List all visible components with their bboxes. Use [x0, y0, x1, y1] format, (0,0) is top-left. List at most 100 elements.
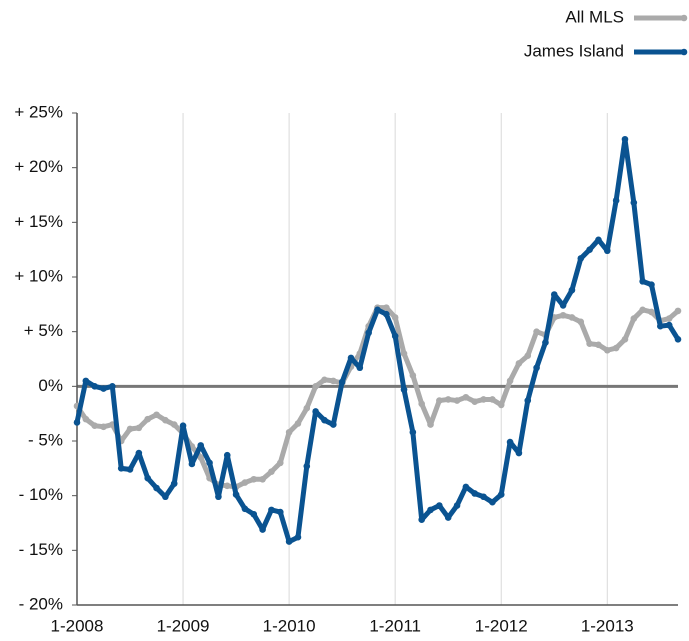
data-point	[462, 483, 470, 491]
data-point	[170, 421, 178, 428]
data-point	[400, 350, 408, 357]
data-point	[117, 465, 125, 472]
data-point	[630, 315, 638, 322]
data-point	[639, 278, 646, 285]
data-point	[621, 135, 629, 143]
data-point	[577, 318, 585, 326]
data-point	[657, 322, 664, 330]
data-point	[153, 411, 160, 419]
data-point	[603, 247, 611, 255]
data-point	[462, 393, 470, 401]
data-point	[665, 315, 673, 322]
data-point	[524, 397, 532, 404]
data-point	[453, 397, 461, 404]
data-point	[321, 416, 328, 424]
data-point	[126, 425, 134, 433]
y-tick-label: - 5%	[28, 430, 63, 449]
series-line	[74, 305, 680, 490]
y-tick-label: 0%	[38, 376, 63, 395]
data-point	[144, 474, 152, 482]
data-point	[215, 493, 222, 501]
data-point	[506, 377, 514, 385]
data-point	[471, 490, 479, 497]
data-point	[453, 502, 461, 509]
data-point	[418, 516, 425, 524]
data-point	[232, 491, 240, 498]
data-point	[285, 538, 293, 545]
y-tick-label: + 5%	[24, 321, 63, 340]
data-point	[436, 397, 443, 404]
data-point	[82, 377, 90, 385]
data-point	[259, 526, 266, 533]
data-point	[480, 396, 487, 403]
data-point	[471, 398, 479, 405]
data-point	[559, 302, 567, 309]
data-point	[506, 438, 514, 446]
data-point	[648, 308, 655, 316]
data-point	[497, 401, 505, 409]
data-point	[197, 454, 205, 461]
legend-marker	[680, 48, 688, 56]
data-point	[356, 364, 364, 372]
data-point	[259, 475, 266, 483]
data-point	[489, 498, 496, 506]
data-point	[480, 493, 487, 501]
data-point	[82, 415, 90, 423]
data-point	[427, 421, 434, 428]
data-point	[135, 424, 143, 432]
data-point	[347, 354, 355, 362]
y-tick-label: - 15%	[19, 540, 63, 559]
data-point	[312, 408, 319, 415]
data-point	[153, 484, 160, 492]
data-point	[568, 286, 576, 294]
data-point	[162, 493, 169, 501]
data-point	[374, 306, 381, 314]
data-point	[489, 396, 496, 403]
data-point	[100, 423, 107, 431]
legend-label: All MLS	[565, 7, 624, 26]
data-point	[303, 404, 311, 412]
data-point	[73, 419, 81, 426]
data-point	[223, 451, 231, 459]
data-point	[268, 506, 275, 514]
data-point	[365, 329, 372, 337]
data-point	[276, 459, 284, 467]
x-tick-label: 1-2009	[157, 616, 210, 635]
data-point	[639, 306, 646, 314]
data-point	[603, 346, 611, 354]
y-tick-label: + 25%	[14, 102, 63, 121]
y-tick-label: + 20%	[14, 157, 63, 176]
data-point	[497, 491, 505, 498]
data-point	[444, 396, 452, 403]
data-point	[524, 352, 532, 360]
data-point	[250, 510, 258, 518]
data-point	[179, 422, 187, 429]
data-point	[418, 400, 425, 408]
data-point	[294, 420, 302, 427]
data-point	[241, 479, 249, 486]
data-point	[400, 386, 408, 393]
data-point	[285, 428, 293, 436]
data-point	[391, 314, 399, 321]
data-point	[197, 442, 205, 449]
data-point	[250, 475, 258, 483]
data-point	[533, 364, 540, 372]
data-point	[648, 281, 655, 288]
data-point	[135, 449, 143, 457]
data-point	[612, 197, 620, 204]
x-tick-label: 1-2008	[51, 616, 104, 635]
data-point	[577, 255, 585, 262]
data-point	[294, 533, 302, 541]
data-point	[436, 502, 443, 509]
data-point	[409, 428, 417, 436]
data-point	[126, 466, 134, 473]
data-point	[391, 332, 399, 340]
data-point	[321, 376, 328, 384]
data-point	[303, 462, 311, 470]
data-point	[515, 360, 523, 367]
data-point	[100, 385, 107, 392]
data-point	[91, 383, 98, 390]
x-tick-label: 1-2013	[581, 616, 634, 635]
data-point	[595, 341, 602, 349]
